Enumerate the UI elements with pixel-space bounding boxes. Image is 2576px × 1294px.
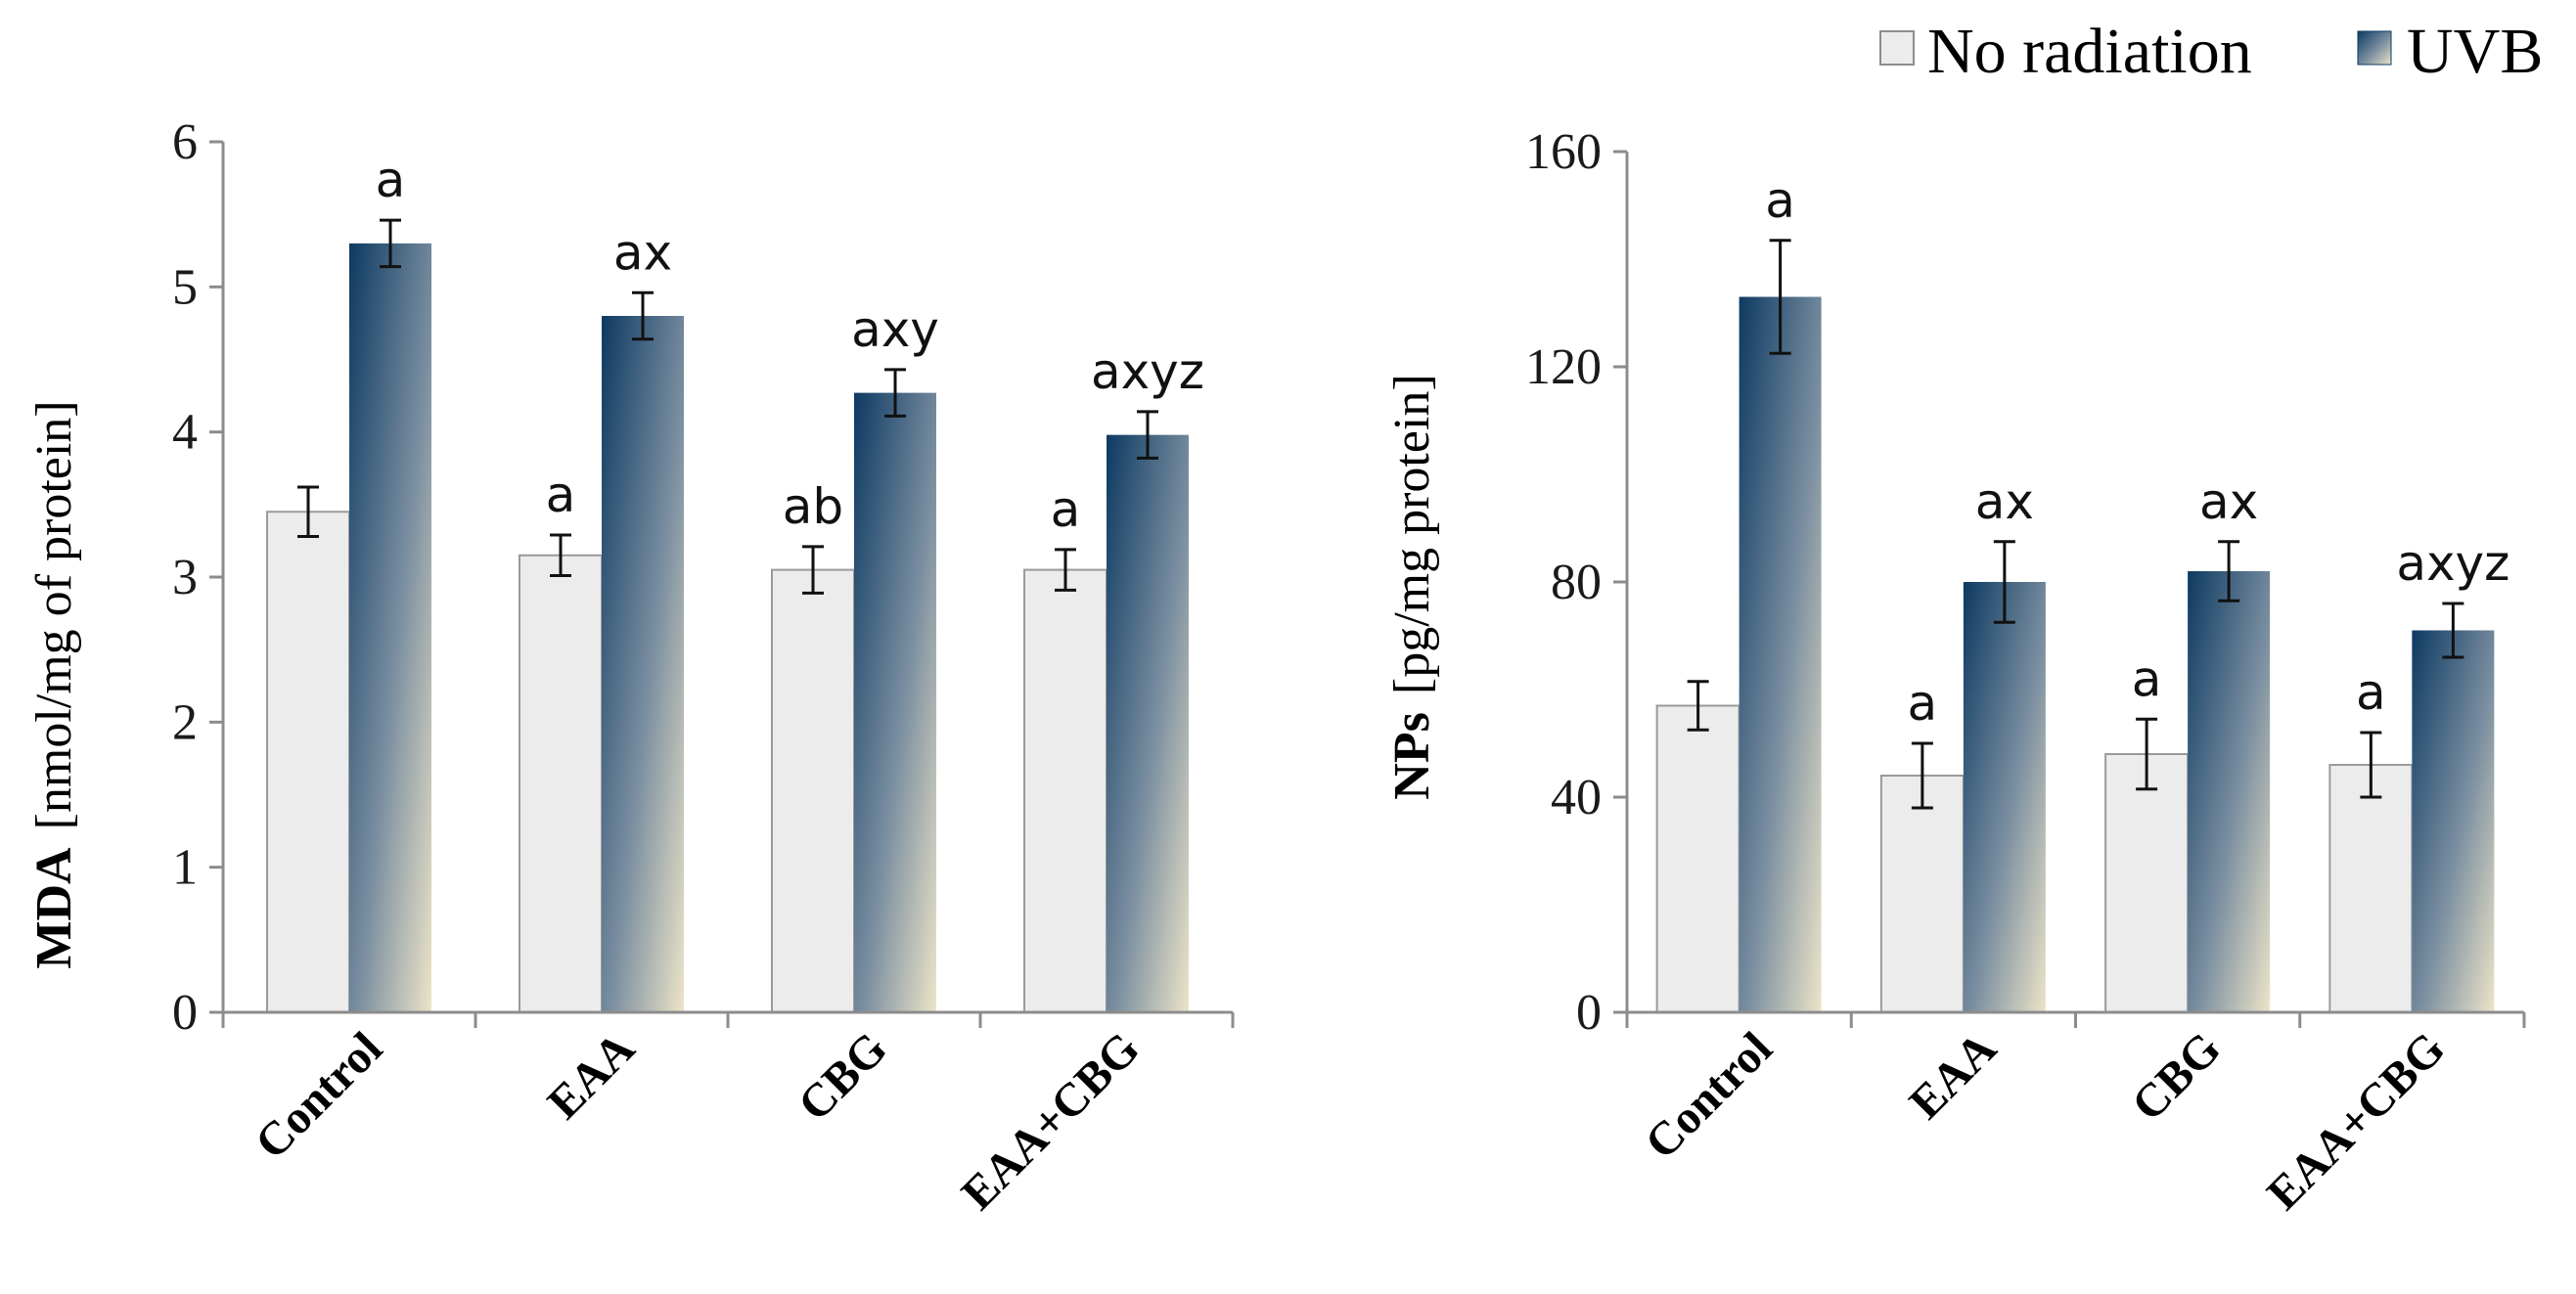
mda-significance-label: a [1051, 481, 1081, 538]
mda-error-bar [550, 533, 571, 578]
mda-significance-labels: a a ax ab axy a axyz [376, 152, 1204, 538]
nps-y-tick-label: 120 [1525, 339, 1602, 395]
mda-category-label: EAA [538, 1022, 645, 1129]
mda-category-label: CBG [789, 1022, 897, 1131]
nps-error-bar [1687, 680, 1709, 732]
mda-y-tick-label: 4 [172, 405, 198, 461]
mda-significance-label: axyz [1091, 343, 1204, 400]
mda-significance-label: ax [613, 224, 672, 281]
nps-error-bar [2360, 731, 2382, 799]
nps-significance-label: ax [2199, 473, 2258, 530]
mda-y-tick-label: 5 [172, 259, 198, 315]
mda-y-axis-label: MDA [nmol/mg of protein] [26, 400, 82, 968]
mda-significance-label: axy [851, 301, 939, 358]
mda-significance-label: ab [783, 478, 843, 535]
mda-bar-no-radiation-cbg [771, 568, 855, 1013]
nps-significance-label: a [2356, 664, 2386, 721]
nps-category-label: CBG [2122, 1022, 2231, 1131]
legend-swatch-uvb [2357, 30, 2392, 66]
mda-tick-labels: 0 1 2 3 4 5 6 [172, 114, 198, 1041]
mda-error-bar [884, 368, 906, 418]
nps-bar-no-radiation-eaa-cbg [2328, 764, 2414, 1013]
nps-significance-label: a [1908, 675, 1938, 732]
nps-error-bar [1911, 741, 1933, 810]
mda-axes [209, 140, 1235, 1028]
mda-y-tick-label: 3 [172, 550, 198, 605]
nps-y-tick-label: 160 [1525, 124, 1602, 180]
mda-significance-label: a [376, 152, 406, 208]
nps-category-label: EAA [1900, 1022, 2007, 1129]
nps-bar-uvb-eaa-cbg [2412, 630, 2495, 1012]
mda-y-tick-label: 0 [172, 985, 198, 1041]
nps-bars [1655, 239, 2495, 1013]
mda-bar-uvb-eaa [602, 316, 684, 1012]
nps-error-bar [2442, 602, 2464, 659]
mda-error-bar [1055, 548, 1076, 592]
nps-error-bar [1769, 239, 1791, 355]
nps-category-labels: Control EAA CBG EAA+CBG [1635, 1022, 2455, 1220]
mda-y-tick-label: 6 [172, 114, 198, 170]
nps-y-tick-label: 80 [1551, 555, 1602, 610]
legend-swatch-no-radiation [1879, 30, 1915, 66]
nps-bar-no-radiation-eaa [1879, 775, 1965, 1013]
nps-chart: 0 40 80 120 160 Control EAA CBG EAA+CBG a a ax a ax… [1384, 124, 2526, 1220]
mda-error-bar [1137, 410, 1158, 460]
mda-error-bar [802, 545, 824, 595]
mda-category-label: Control [246, 1022, 392, 1169]
nps-bar-uvb-eaa [1963, 582, 2046, 1012]
mda-y-axis-label-bold: MDA [26, 847, 82, 969]
mda-y-tick-label: 2 [172, 694, 198, 750]
mda-bar-uvb-control [349, 243, 431, 1013]
nps-error-bar [2218, 540, 2240, 602]
nps-y-axis-label-bold: NPs [1384, 712, 1440, 800]
nps-error-bar [2136, 717, 2158, 791]
mda-category-labels: Control EAA CBG EAA+CBG [246, 1022, 1150, 1220]
nps-bar-no-radiation-control [1655, 704, 1740, 1013]
nps-y-tick-label: 0 [1576, 985, 1602, 1041]
nps-bar-uvb-cbg [2188, 571, 2271, 1012]
nps-significance-labels: a a ax a ax a axyz [1765, 172, 2509, 732]
mda-error-bar [380, 218, 401, 269]
nps-significance-label: ax [1975, 473, 2034, 530]
mda-category-label: EAA+CBG [952, 1022, 1150, 1220]
nps-category-label: Control [1635, 1022, 1782, 1169]
mda-y-axis-label-unit: [nmol/mg of protein] [26, 400, 82, 829]
nps-significance-label: a [2132, 650, 2162, 707]
legend-label-no-radiation: No radiation [1927, 16, 2252, 87]
nps-bar-no-radiation-cbg [2104, 753, 2190, 1013]
nps-y-axis-label: NPs [pg/mg protein] [1384, 374, 1440, 799]
mda-error-bar [297, 485, 319, 538]
mda-bar-no-radiation-eaa-cbg [1023, 568, 1107, 1013]
legend-label-uvb: UVB [2407, 16, 2543, 87]
nps-significance-label: a [1765, 172, 1795, 229]
nps-error-bar [1993, 540, 2015, 624]
nps-axes [1613, 150, 2526, 1028]
mda-bar-no-radiation-control [266, 511, 350, 1013]
nps-bar-uvb-control [1739, 296, 1822, 1012]
mda-bars [266, 218, 1189, 1013]
mda-bar-uvb-eaa-cbg [1107, 434, 1189, 1013]
nps-category-label: EAA+CBG [2257, 1022, 2455, 1220]
nps-y-tick-label: 40 [1551, 770, 1602, 825]
nps-y-axis-label-unit: [pg/mg protein] [1384, 374, 1440, 694]
legend: No radiation UVB [1879, 16, 2543, 87]
nps-significance-label: axyz [2396, 535, 2509, 592]
mda-significance-label: a [546, 467, 576, 523]
mda-bar-no-radiation-eaa [519, 554, 603, 1013]
mda-error-bar [632, 290, 654, 341]
mda-bar-uvb-cbg [854, 392, 936, 1012]
mda-y-tick-label: 1 [172, 840, 198, 896]
nps-tick-labels: 0 40 80 120 160 [1525, 124, 1602, 1041]
